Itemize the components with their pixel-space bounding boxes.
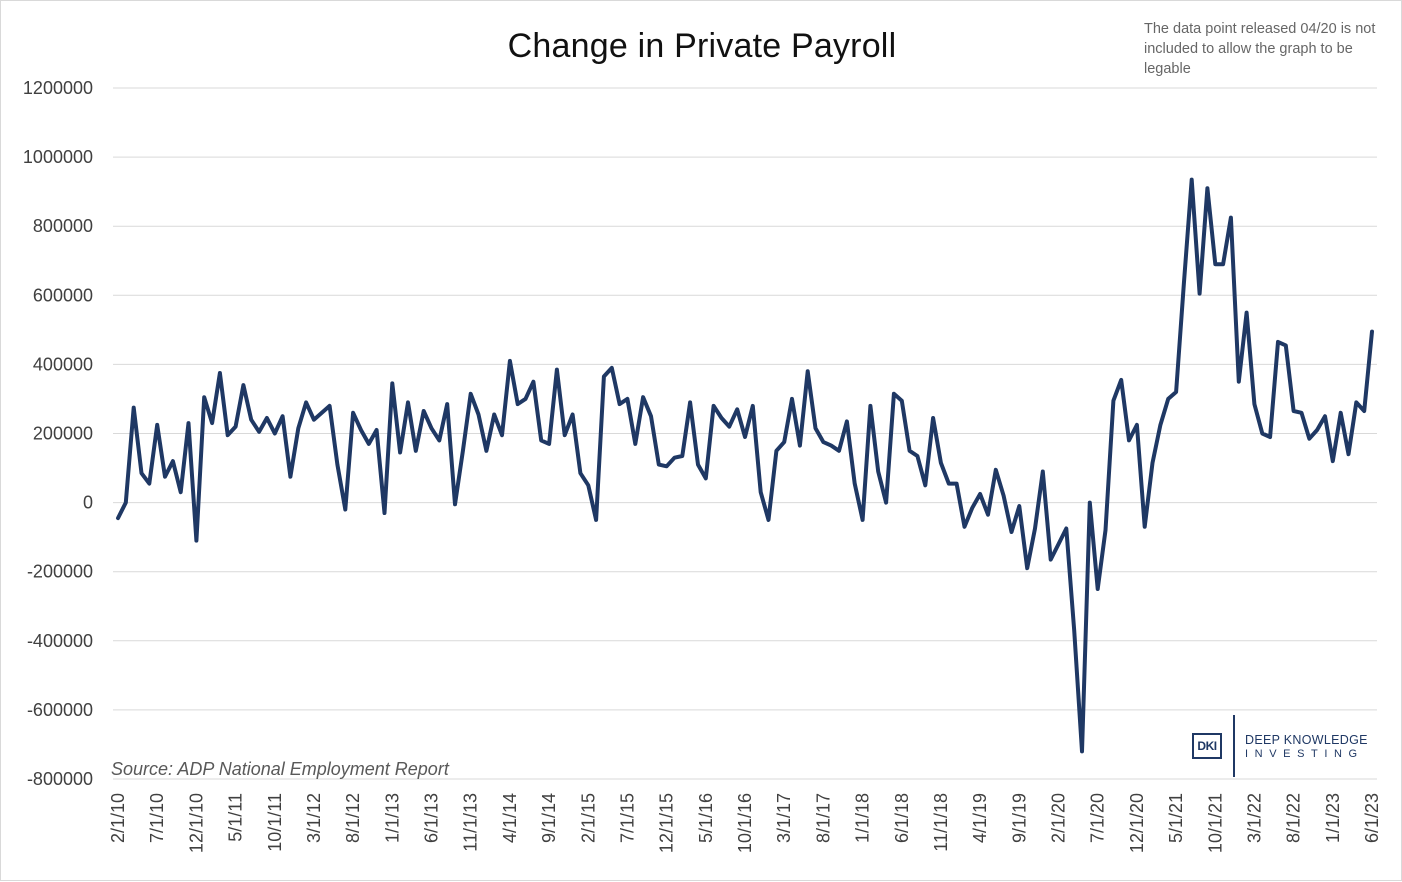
x-tick-label: 6/1/18 [892,793,912,843]
x-tick-label: 11/1/18 [931,793,951,852]
x-tick-label: 8/1/17 [813,793,833,843]
y-tick-label: 1200000 [23,78,93,98]
dki-logo-divider [1233,715,1235,777]
x-tick-label: 5/1/21 [1166,793,1186,843]
chart-title: Change in Private Payroll [507,27,897,65]
x-tick-label: 2/1/15 [578,793,598,843]
series-layer [116,177,1374,754]
y-tick-label: -400000 [27,631,93,651]
x-tick-label: 10/1/21 [1205,793,1225,853]
x-axis-ticks: 2/1/10 7/1/10 12/1/10 5/1/11 10/1/11 3/1/12 8/… [108,793,1382,853]
x-tick-label: 10/1/11 [265,793,285,852]
y-axis-ticks: 1200000 1000000 800000 600000 400000 200000 0 -… [23,78,93,789]
x-tick-label: 7/1/10 [147,793,167,843]
dki-logo-wordmark-sub: INVESTING [1245,748,1364,760]
y-tick-label: 200000 [33,424,93,444]
x-tick-label: 12/1/20 [1127,793,1147,853]
x-tick-label: 4/1/14 [500,793,520,843]
x-tick-label: 8/1/22 [1284,793,1304,843]
y-tick-label: -800000 [27,769,93,789]
x-tick-label: 5/1/16 [696,793,716,843]
dki-logo-wordmark: DEEP KNOWLEDGE [1245,733,1368,747]
y-tick-label: 600000 [33,285,93,305]
dki-logo-mark: DKI [1192,733,1222,759]
x-tick-label: 7/1/15 [617,793,637,843]
x-tick-label: 1/1/18 [853,793,873,843]
x-tick-label: 4/1/19 [970,793,990,843]
dki-logo: DKI DEEP KNOWLEDGE INVESTING [1191,715,1376,777]
y-tick-label: 1000000 [23,147,93,167]
series-line [116,177,1374,754]
x-tick-label: 2/1/10 [108,793,128,843]
y-tick-label: -200000 [27,562,93,582]
x-tick-label: 12/1/15 [657,793,677,853]
x-tick-label: 3/1/17 [774,793,794,843]
x-tick-label: 11/1/13 [461,793,481,852]
x-tick-label: 9/1/19 [1009,793,1029,843]
x-tick-label: 2/1/20 [1049,793,1069,843]
x-tick-label: 1/1/23 [1323,793,1343,843]
chart-source: Source: ADP National Employment Report [111,759,449,779]
x-tick-label: 6/1/23 [1362,793,1382,843]
y-tick-label: 0 [83,493,93,513]
chart-note: The data point released 04/20 is not inc… [1144,21,1376,77]
y-tick-label: 400000 [33,354,93,374]
x-tick-label: 6/1/13 [422,793,442,843]
y-tick-label: 800000 [33,216,93,236]
y-tick-label: -600000 [27,700,93,720]
x-tick-label: 5/1/11 [226,793,246,842]
x-tick-label: 1/1/13 [382,793,402,843]
x-tick-label: 9/1/14 [539,793,559,843]
x-tick-label: 8/1/12 [343,793,363,843]
x-tick-label: 3/1/12 [304,793,324,843]
x-tick-label: 10/1/16 [735,793,755,853]
x-tick-label: 7/1/20 [1088,793,1108,843]
x-tick-label: 3/1/22 [1244,793,1264,843]
x-tick-label: 12/1/10 [186,793,206,853]
